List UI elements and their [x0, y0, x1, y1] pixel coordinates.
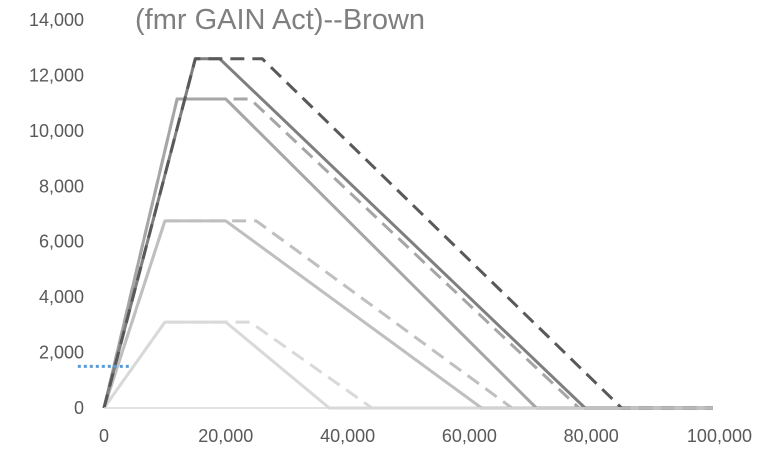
- chart-title: (fmr GAIN Act)--Brown: [135, 4, 425, 36]
- x-tick-label: 40,000: [320, 426, 375, 446]
- series-line-6: [102, 97, 713, 410]
- x-tick-label: 80,000: [564, 426, 619, 446]
- y-tick-label: 12,000: [29, 65, 84, 85]
- series-line-5: [102, 97, 713, 410]
- x-tick-label: 0: [99, 426, 109, 446]
- y-tick-label: 2,000: [39, 343, 84, 363]
- x-tick-label: 60,000: [442, 426, 497, 446]
- y-tick-label: 14,000: [29, 10, 84, 30]
- y-tick-label: 8,000: [39, 176, 84, 196]
- y-tick-label: 10,000: [29, 121, 84, 141]
- y-tick-label: 6,000: [39, 232, 84, 252]
- y-tick-label: 0: [74, 398, 84, 418]
- y-axis-labels: 0 2,000 4,000 6,000 8,000 10,000 12,000 14,000: [29, 10, 84, 418]
- y-tick-label: 4,000: [39, 287, 84, 307]
- plot-area: [77, 57, 713, 410]
- x-tick-label: 100,000: [687, 426, 752, 446]
- series-line-4: [102, 219, 713, 410]
- x-axis-labels: 0 20,000 40,000 60,000 80,000 100,000: [99, 426, 752, 446]
- series-line-2: [102, 320, 713, 410]
- series-line-3: [102, 219, 713, 410]
- series-line-1: [102, 320, 713, 410]
- x-tick-label: 20,000: [198, 426, 253, 446]
